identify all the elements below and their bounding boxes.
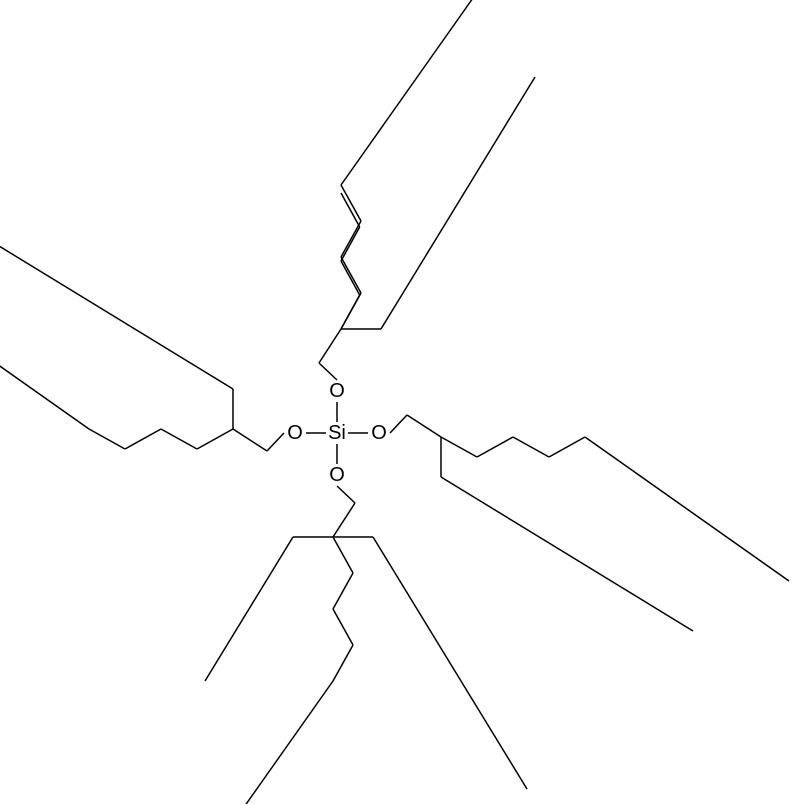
svg-text:O: O [329, 380, 345, 402]
svg-text:O: O [371, 422, 387, 444]
svg-text:Si: Si [328, 422, 346, 444]
svg-text:O: O [329, 464, 345, 486]
bonds-group [0, 0, 789, 804]
svg-text:O: O [287, 422, 303, 444]
molecule-diagram: Si O O O O [0, 0, 805, 804]
atom-labels-group: Si O O O O [287, 380, 387, 486]
